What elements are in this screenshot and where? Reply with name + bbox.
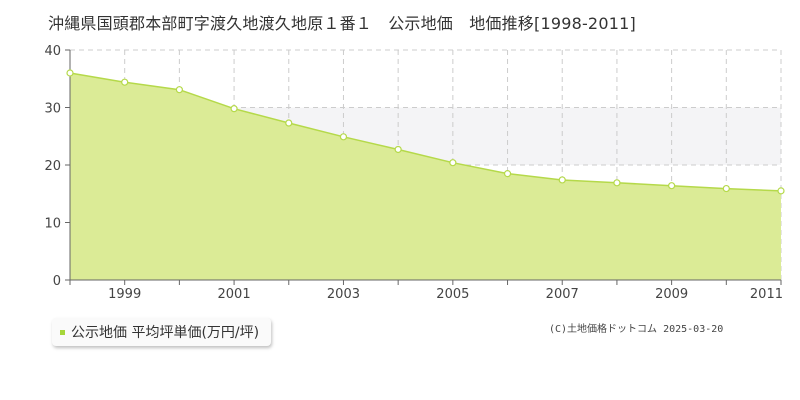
data-point [394,145,402,154]
y-tick-label: 20 [44,159,61,174]
data-point [449,159,457,167]
x-tick-label: 2005 [436,287,469,302]
series-area [70,73,781,280]
legend: 公示地価 平均坪単価(万円/坪) [52,318,272,346]
data-point [230,105,238,113]
legend-label: 公示地価 平均坪単価(万円/坪) [71,325,260,341]
x-tick-label: 2011 [750,287,783,302]
data-point [558,176,566,184]
y-tick-label: 30 [44,102,61,117]
series-line [69,72,782,192]
data-point [722,184,730,193]
x-tick-label: 2003 [327,287,360,302]
legend-swatch [60,329,65,335]
x-tick-label: 2007 [546,287,579,302]
data-point [613,179,621,187]
data-point [777,187,785,195]
series-markers [66,69,785,195]
chart-title: 沖縄県国頭郡本部町字渡久地渡久地原１番１ 公示地価 地価推移[1998-2011… [48,14,636,33]
data-point [175,86,183,94]
data-point [503,170,512,178]
data-point [668,182,676,190]
tick-labels: 0 10 20 30 40 1999 2001 2003 2005 2007 2009 2011 [44,44,783,302]
land-price-chart: 0 10 20 30 40 1999 2001 2003 2005 2007 2009 2011 [44,44,785,302]
axes [65,49,782,285]
data-point [121,78,129,86]
credit-text: (C)土地価格ドットコム 2025-03-20 [549,324,724,335]
data-point [339,133,348,141]
x-tick-label: 2001 [218,287,251,302]
data-point [66,69,74,77]
y-tick-label: 40 [44,44,61,59]
y-tick-label: 0 [53,274,61,289]
y-tick-label: 10 [44,217,61,232]
x-tick-label: 1999 [108,287,141,302]
x-tick-label: 2009 [655,287,688,302]
data-point [285,119,293,127]
